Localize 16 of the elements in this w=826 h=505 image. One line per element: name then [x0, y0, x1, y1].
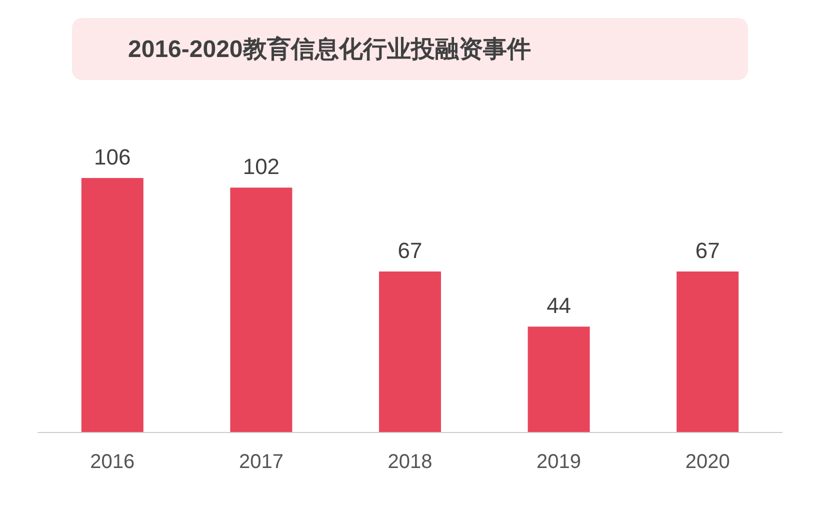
- data-label: 44: [546, 293, 572, 318]
- bar: [379, 271, 441, 432]
- data-label: 67: [398, 238, 422, 263]
- bar: [528, 326, 590, 432]
- data-label: 67: [695, 238, 720, 263]
- data-label: 102: [242, 154, 280, 180]
- x-tick-label: 2016: [90, 451, 135, 473]
- chart-title: 2016-2020教育信息化行业投融资事件: [128, 34, 531, 65]
- x-tick-label: 2019: [536, 451, 582, 473]
- x-tick-label: 2017: [238, 451, 284, 473]
- bar: [676, 271, 739, 432]
- bar: [81, 178, 144, 432]
- data-label: 106: [94, 144, 131, 170]
- x-tick-label: 2020: [685, 451, 730, 473]
- bar: [230, 188, 292, 432]
- x-tick-label: 2018: [388, 451, 432, 473]
